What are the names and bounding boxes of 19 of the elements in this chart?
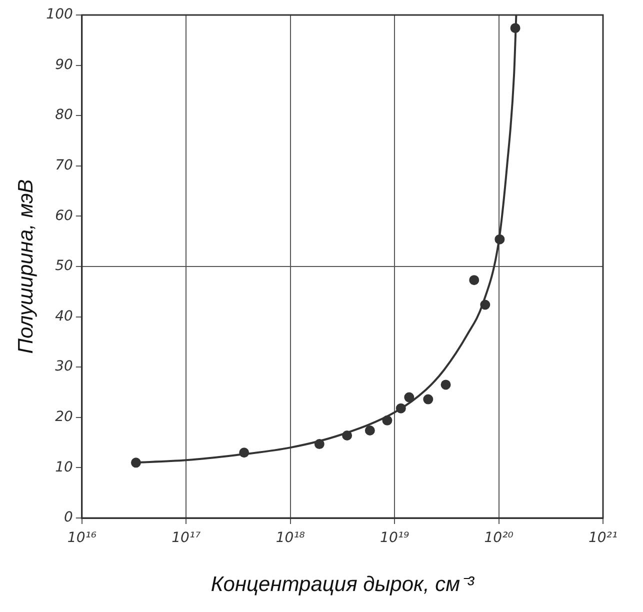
y-tick-label: 20: [55, 409, 73, 426]
x-tick-label: 10¹⁹: [380, 530, 410, 546]
y-tick-label: 80: [55, 107, 73, 124]
x-tick-label: 10²¹: [588, 530, 618, 546]
y-tick-label: 40: [55, 308, 73, 324]
y-tick-label: 0: [64, 510, 73, 526]
x-axis-title: Концентрация дырок, см⁻³: [210, 573, 476, 596]
x-tick-label: 10¹⁶: [67, 530, 97, 546]
y-tick-label: 60: [55, 208, 73, 224]
x-tick-label: 10²⁰: [484, 530, 514, 546]
y-tick-label: 90: [55, 56, 73, 73]
x-tick-label: 10¹⁷: [172, 530, 202, 546]
y-tick-label: 70: [55, 158, 73, 174]
y-axis-title: Полуширина, мэВ: [14, 179, 38, 354]
x-tick-label: 10¹⁸: [276, 530, 306, 546]
y-tick-label: 10: [55, 459, 73, 476]
y-tick-label: 30: [55, 358, 73, 375]
y-tick-label: 50: [55, 258, 73, 274]
y-tick-label: 100: [46, 6, 73, 23]
